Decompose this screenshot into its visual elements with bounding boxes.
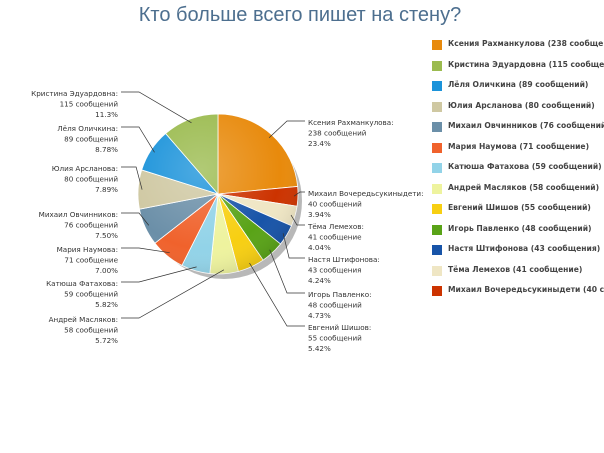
callout-count-настя-штифонова: 43 сообщения [308, 266, 362, 275]
legend-label: Кристина Эдуардовна (115 сообщений) [448, 59, 604, 69]
callout-count-евгений-шишов: 55 сообщений [308, 334, 362, 343]
leader-line-андрей-масляков [121, 269, 225, 319]
legend-item-андрей-масляков[interactable]: Андрей Масляков (58 сообщений) [418, 180, 604, 201]
legend-label: Ксения Рахманкулова (238 сообщений) [448, 39, 604, 48]
pie-highlight [138, 114, 298, 274]
leader-line-катюша-фатахова [121, 266, 197, 283]
leader-lines [121, 91, 305, 327]
callout-name-андрей-масляков: Андрей Масляков: [49, 315, 118, 324]
callout-percent-евгений-шишов: 5.42% [308, 344, 331, 353]
callout-name-катюша-фатахова: Катюша Фатахова: [46, 279, 118, 288]
legend-label: Настя Штифонова (43 сообщения) [448, 244, 601, 253]
callout-percent-андрей-масляков: 5.72% [95, 336, 118, 345]
callout-name-лёля-оличкина: Лёля Оличкина: [57, 124, 118, 133]
legend-label: Катюша Фатахова (59 сообщений) [448, 162, 602, 171]
legend-item-катюша-фатахова[interactable]: Катюша Фатахова (59 сообщений) [418, 159, 604, 180]
legend-label: Тёма Лемехов (41 сообщение) [448, 264, 583, 274]
legend-item-мария-наумова[interactable]: Мария Наумова (71 сообщение) [418, 139, 604, 160]
legend-label: Юлия Арсланова (80 сообщений) [448, 100, 595, 110]
legend-label: Игорь Павленко (48 сообщений) [448, 223, 592, 233]
legend-label: Андрей Масляков (58 сообщений) [448, 182, 600, 192]
callout-name-игорь-павленко: Игорь Павленко: [308, 290, 372, 299]
callout-count-мария-наумова: 71 сообщение [64, 256, 118, 265]
callout-percent-настя-штифонова: 4.24% [308, 276, 331, 285]
legend-item-игорь-павленко[interactable]: Игорь Павленко (48 сообщений) [418, 221, 604, 242]
leader-line-мария-наумова [121, 247, 170, 254]
callout-name-настя-штифонова: Настя Штифонова: [308, 255, 380, 264]
leader-line-игорь-павленко [269, 249, 305, 294]
legend-item-тёма-лемехов[interactable]: Тёма Лемехов (41 сообщение) [418, 262, 604, 283]
leader-line-настя-штифонова [282, 233, 305, 259]
leader-line-кристина-эдуардовна [121, 91, 192, 124]
legend-swatch [432, 40, 442, 50]
callout-name-ксения-рахманкулова: Ксения Рахманкулова: [308, 118, 394, 127]
callout-percent-кристина-эдуардовна: 11.3% [95, 110, 118, 119]
callout-name-юлия-арсланова: Юлия Арсланова: [52, 164, 118, 173]
legend-label: Евгений Шишов (55 сообщений) [448, 203, 591, 212]
legend-swatch [432, 101, 442, 112]
callout-name-евгений-шишов: Евгений Шишов: [308, 323, 371, 332]
callout-count-михаил-вочередьсукиныдети: 40 сообщений [308, 200, 362, 209]
legend-swatch [432, 183, 442, 194]
legend-swatch [432, 204, 442, 214]
leader-line-лёля-оличкина [121, 126, 155, 153]
callout-count-тёма-лемехов: 41 сообщение [308, 233, 362, 242]
callout-percent-тёма-лемехов: 4.04% [308, 243, 331, 252]
legend-item-юлия-арсланова[interactable]: Юлия Арсланова (80 сообщений) [418, 98, 604, 119]
legend-item-михаил-вочередьсукиныдети[interactable]: Михаил Вочередьсукиныдети (40 сообщений) [418, 282, 604, 303]
legend-item-кристина-эдуардовна[interactable]: Кристина Эдуардовна (115 сообщений) [418, 57, 604, 78]
callout-name-тёма-лемехов: Тёма Лемехов: [307, 222, 364, 231]
legend-swatch [432, 224, 442, 235]
callout-count-кристина-эдуардовна: 115 сообщений [60, 100, 119, 109]
chart-title: Кто больше всего пишет на стену? [138, 4, 462, 26]
legend-label: Лёля Оличкина (89 сообщений) [448, 80, 589, 89]
legend-swatch [432, 122, 442, 132]
legend-label: Михаил Овчинников (76 сообщений) [448, 121, 604, 130]
callout-percent-михаил-вочередьсукиныдети: 3.94% [308, 210, 331, 219]
callout-percent-лёля-оличкина: 8.78% [95, 145, 118, 154]
legend-swatch [432, 81, 442, 91]
legend-swatch [432, 265, 442, 276]
callout-count-лёля-оличкина: 89 сообщений [64, 135, 118, 144]
callout-count-ксения-рахманкулова: 238 сообщений [308, 129, 367, 138]
legend-swatch [432, 163, 442, 173]
leader-line-юлия-арсланова [121, 166, 143, 190]
callout-count-михаил-овчинников: 76 сообщений [64, 221, 118, 230]
legend-swatch [432, 286, 442, 296]
leader-line-михаил-вочередьсукиныдети [293, 191, 305, 197]
callout-name-михаил-вочередьсукиныдети: Михаил Вочередьсукиныдети: [308, 189, 424, 198]
legend-label: Михаил Вочередьсукиныдети (40 сообщений) [448, 285, 604, 294]
callout-percent-ксения-рахманкулова: 23.4% [308, 139, 331, 148]
legend-item-михаил-овчинников[interactable]: Михаил Овчинников (76 сообщений) [418, 118, 604, 139]
callout-name-кристина-эдуардовна: Кристина Эдуардовна: [31, 89, 118, 98]
legend-label: Мария Наумова (71 сообщение) [448, 141, 590, 151]
legend-swatch [432, 142, 442, 153]
callout-percent-михаил-овчинников: 7.50% [95, 231, 118, 240]
callout-percent-юлия-арсланова: 7.89% [95, 185, 118, 194]
leader-line-ксения-рахманкулова [268, 120, 305, 139]
callout-percent-катюша-фатахова: 5.82% [95, 300, 118, 309]
leader-line-тёма-лемехов [290, 214, 305, 226]
callout-count-андрей-масляков: 58 сообщений [64, 326, 118, 335]
legend-item-лёля-оличкина[interactable]: Лёля Оличкина (89 сообщений) [418, 77, 604, 98]
legend: Ксения Рахманкулова (238 сообщений) Крист… [418, 36, 604, 303]
callout-name-михаил-овчинников: Михаил Овчинников: [39, 210, 118, 219]
legend-item-ксения-рахманкулова[interactable]: Ксения Рахманкулова (238 сообщений) [418, 36, 604, 57]
legend-swatch [432, 60, 442, 71]
leader-line-михаил-овчинников [121, 212, 150, 226]
callout-count-катюша-фатахова: 59 сообщений [64, 290, 118, 299]
callout-count-юлия-арсланова: 80 сообщений [64, 175, 118, 184]
legend-swatch [432, 245, 442, 255]
legend-item-настя-штифонова[interactable]: Настя Штифонова (43 сообщения) [418, 241, 604, 262]
leader-line-евгений-шишов [249, 262, 305, 327]
callout-name-мария-наумова: Мария Наумова: [57, 245, 118, 254]
callout-count-игорь-павленко: 48 сообщений [308, 301, 362, 310]
callout-percent-игорь-павленко: 4.73% [308, 311, 331, 320]
legend-item-евгений-шишов[interactable]: Евгений Шишов (55 сообщений) [418, 200, 604, 221]
callout-percent-мария-наумова: 7.00% [95, 266, 118, 275]
